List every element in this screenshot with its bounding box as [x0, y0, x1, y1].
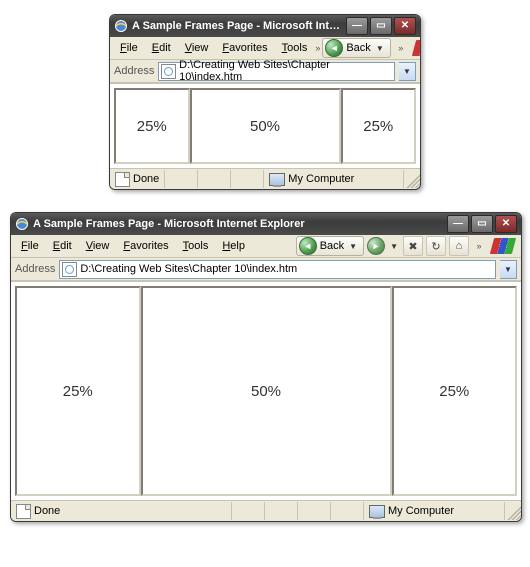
- window-controls: — ▭ ✕: [346, 17, 416, 35]
- menu-tools[interactable]: Tools: [276, 40, 314, 56]
- document-icon: [115, 172, 130, 187]
- resize-grip-icon[interactable]: [505, 502, 521, 520]
- back-arrow-icon: ◄: [299, 237, 317, 255]
- minimize-button[interactable]: —: [346, 17, 368, 35]
- status-pane-3: [231, 170, 264, 188]
- status-pane-2: [265, 502, 298, 520]
- frame-center: 50%: [141, 286, 392, 496]
- status-text: Done: [34, 505, 60, 517]
- forward-button[interactable]: ►: [367, 237, 385, 255]
- status-done: Done: [110, 170, 165, 188]
- back-button[interactable]: ◄ Back ▼: [296, 236, 364, 256]
- back-dropdown-icon[interactable]: ▼: [347, 242, 359, 251]
- window-title: A Sample Frames Page - Microsoft Intern.…: [132, 20, 346, 32]
- frame-center: 50%: [190, 88, 341, 164]
- back-arrow-icon: ◄: [325, 39, 343, 57]
- menu-tools[interactable]: Tools: [177, 238, 215, 254]
- browser-window-small: A Sample Frames Page - Microsoft Intern.…: [109, 14, 421, 190]
- status-pane-2: [198, 170, 231, 188]
- menu-favorites[interactable]: Favorites: [216, 40, 273, 56]
- menu-edit[interactable]: Edit: [47, 238, 78, 254]
- status-pane-4: [331, 502, 364, 520]
- minimize-button[interactable]: —: [447, 215, 469, 233]
- status-done: Done: [11, 502, 232, 520]
- addressbar: Address D:\Creating Web Sites\Chapter 10…: [110, 60, 420, 83]
- status-zone-text: My Computer: [288, 173, 354, 185]
- status-pane-1: [232, 502, 265, 520]
- frame-label: 50%: [251, 383, 281, 400]
- frame-right: 25%: [392, 286, 518, 496]
- close-button[interactable]: ✕: [495, 215, 517, 233]
- frame-right: 25%: [341, 88, 417, 164]
- menu-favorites[interactable]: Favorites: [117, 238, 174, 254]
- menubar: File Edit View Favorites Tools » ◄ Back …: [110, 37, 420, 60]
- status-zone-text: My Computer: [388, 505, 454, 517]
- menu-view[interactable]: View: [80, 238, 116, 254]
- toolbar-overflow-icon[interactable]: »: [472, 238, 486, 254]
- menu-view[interactable]: View: [179, 40, 215, 56]
- frame-left: 25%: [114, 88, 190, 164]
- toolbar-overflow-icon[interactable]: »: [394, 40, 408, 56]
- status-text: Done: [133, 173, 159, 185]
- address-field[interactable]: D:\Creating Web Sites\Chapter 10\index.h…: [59, 260, 496, 279]
- browser-window-large: A Sample Frames Page - Microsoft Interne…: [10, 212, 522, 522]
- frames-content: 25% 50% 25%: [11, 281, 521, 500]
- back-dropdown-icon[interactable]: ▼: [374, 44, 386, 53]
- frame-left: 25%: [15, 286, 141, 496]
- address-dropdown-button[interactable]: ▼: [399, 62, 416, 81]
- frame-label: 25%: [439, 383, 469, 400]
- back-label: Back: [320, 240, 344, 252]
- address-value: D:\Creating Web Sites\Chapter 10\index.h…: [80, 263, 297, 275]
- back-label: Back: [346, 42, 370, 54]
- document-icon: [16, 504, 31, 519]
- ie-throbber-icon: [489, 236, 517, 256]
- window-controls: — ▭ ✕: [447, 215, 517, 233]
- status-zone: My Computer: [264, 170, 404, 188]
- statusbar: Done My Computer: [11, 500, 521, 521]
- status-zone: My Computer: [364, 502, 505, 520]
- menu-overflow-icon[interactable]: »: [315, 40, 320, 56]
- ie-app-icon: [114, 19, 128, 33]
- back-button[interactable]: ◄ Back ▼: [322, 38, 390, 58]
- frame-label: 50%: [250, 118, 280, 135]
- titlebar[interactable]: A Sample Frames Page - Microsoft Intern.…: [110, 15, 420, 37]
- status-pane-3: [298, 502, 331, 520]
- menubar: File Edit View Favorites Tools Help ◄ Ba…: [11, 235, 521, 258]
- frame-label: 25%: [363, 118, 393, 135]
- address-dropdown-button[interactable]: ▼: [500, 260, 517, 279]
- refresh-button[interactable]: ↻: [426, 236, 446, 256]
- stop-button[interactable]: ✖: [403, 236, 423, 256]
- address-label: Address: [114, 65, 154, 77]
- menu-edit[interactable]: Edit: [146, 40, 177, 56]
- frames-content: 25% 50% 25%: [110, 83, 420, 168]
- ie-app-icon: [15, 217, 29, 231]
- close-button[interactable]: ✕: [394, 17, 416, 35]
- frame-label: 25%: [63, 383, 93, 400]
- resize-grip-icon[interactable]: [404, 170, 420, 188]
- address-field[interactable]: D:\Creating Web Sites\Chapter 10\index.h…: [158, 62, 395, 81]
- page-icon: [161, 64, 176, 79]
- titlebar[interactable]: A Sample Frames Page - Microsoft Interne…: [11, 213, 521, 235]
- maximize-button[interactable]: ▭: [370, 17, 392, 35]
- my-computer-icon: [269, 173, 285, 186]
- my-computer-icon: [369, 505, 385, 518]
- forward-dropdown-icon[interactable]: ▼: [388, 242, 400, 251]
- menu-help[interactable]: Help: [216, 238, 251, 254]
- menu-file[interactable]: File: [15, 238, 45, 254]
- status-pane-1: [165, 170, 198, 188]
- address-value: D:\Creating Web Sites\Chapter 10\index.h…: [179, 59, 392, 83]
- address-label: Address: [15, 263, 55, 275]
- frame-label: 25%: [137, 118, 167, 135]
- home-button[interactable]: ⌂: [449, 236, 469, 256]
- page-icon: [62, 262, 77, 277]
- window-title: A Sample Frames Page - Microsoft Interne…: [33, 218, 447, 230]
- addressbar: Address D:\Creating Web Sites\Chapter 10…: [11, 258, 521, 281]
- statusbar: Done My Computer: [110, 168, 420, 189]
- ie-throbber-icon: [411, 38, 421, 58]
- menu-file[interactable]: File: [114, 40, 144, 56]
- maximize-button[interactable]: ▭: [471, 215, 493, 233]
